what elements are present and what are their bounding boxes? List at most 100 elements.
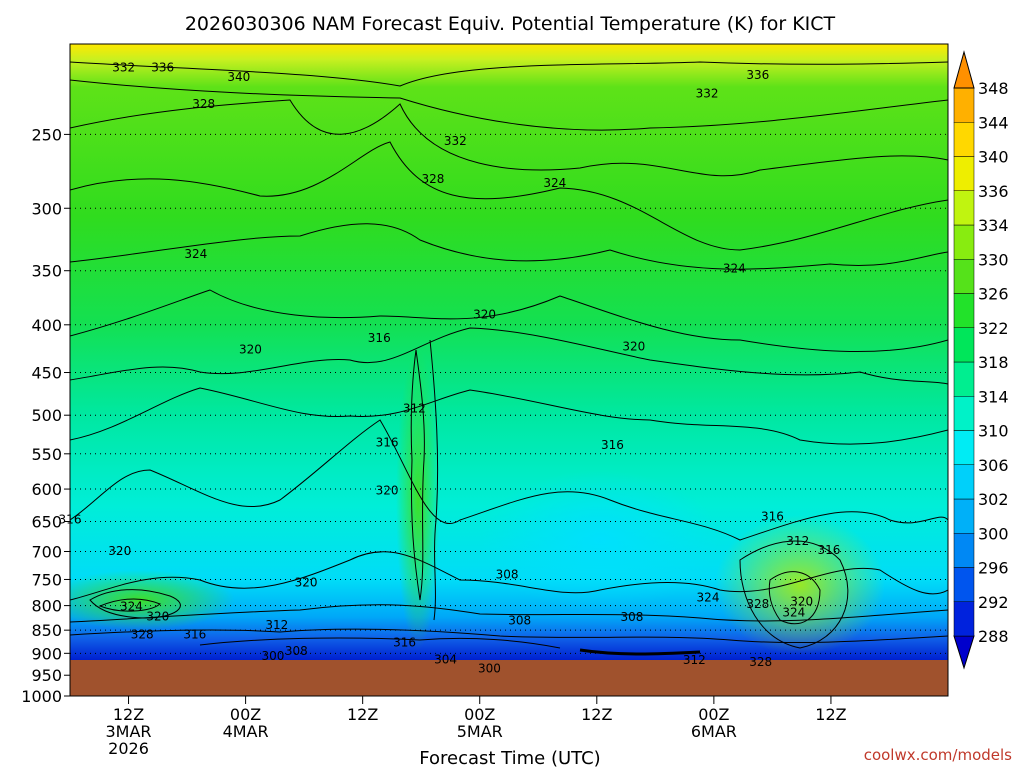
y-tick-label: 350 xyxy=(31,262,62,281)
contour-label: 316 xyxy=(393,635,416,649)
contour-label: 308 xyxy=(285,644,308,658)
contour-label: 324 xyxy=(184,247,207,261)
site-credit: coolwx.com/models xyxy=(864,746,1012,764)
contour-label: 336 xyxy=(151,61,174,75)
contour-label: 324 xyxy=(782,606,805,620)
y-tick-label: 500 xyxy=(31,406,62,425)
contour-label: 324 xyxy=(723,261,746,275)
y-tick-label: 300 xyxy=(31,199,62,218)
contour-label: 320 xyxy=(146,610,169,624)
y-tick-label: 550 xyxy=(31,445,62,464)
plot-frame xyxy=(69,43,949,697)
colorbar-level-label: 330 xyxy=(978,250,1009,269)
x-tick-label: 00Z xyxy=(230,705,261,724)
colorbar-level-label: 300 xyxy=(978,524,1009,543)
x-tick-label: 5MAR xyxy=(457,722,503,741)
contour-label: 304 xyxy=(434,653,457,667)
colorbar-level-label: 340 xyxy=(978,148,1009,167)
contour-label: 300 xyxy=(261,649,284,663)
y-tick-label: 1000 xyxy=(21,687,62,706)
colorbar-swatch xyxy=(953,259,975,294)
contour-label: 316 xyxy=(818,543,841,557)
x-tick-label: 6MAR xyxy=(691,722,737,741)
y-tick-label: 800 xyxy=(31,597,62,616)
contour-label: 328 xyxy=(749,655,772,669)
colorbar-swatch xyxy=(953,190,975,226)
dry-pocket-5mar xyxy=(480,470,720,610)
contour-label: 324 xyxy=(543,176,566,190)
y-tick-label: 750 xyxy=(31,570,62,589)
contour-label: 324 xyxy=(120,600,143,614)
colorbar-swatch xyxy=(953,396,975,431)
y-tick-label: 700 xyxy=(31,543,62,562)
colorbar-level-label: 336 xyxy=(978,182,1009,201)
colorbar-min-arrow xyxy=(953,635,975,670)
colorbar-level-label: 306 xyxy=(978,456,1009,475)
plot-area xyxy=(70,44,948,660)
colorbar-level-label: 314 xyxy=(978,387,1009,406)
y-tick-label: 900 xyxy=(31,644,62,663)
colorbar-swatch xyxy=(953,224,975,260)
contour-label: 320 xyxy=(473,308,496,322)
contour-label: 312 xyxy=(786,534,809,548)
x-tick-label: 12Z xyxy=(347,705,378,724)
colorbar-level-label: 318 xyxy=(978,353,1009,372)
x-tick-label: 12Z xyxy=(815,705,846,724)
y-tick-label: 600 xyxy=(31,480,62,499)
contour-label: 316 xyxy=(376,436,399,450)
y-tick-label: 650 xyxy=(31,512,62,531)
x-tick-label: 00Z xyxy=(464,705,495,724)
contour-label: 320 xyxy=(295,576,318,590)
y-tick-label: 250 xyxy=(31,125,62,144)
contour-label: 308 xyxy=(496,568,519,582)
x-tick-label: 3MAR xyxy=(106,722,152,741)
colorbar-level-label: 334 xyxy=(978,216,1009,235)
contour-label: 320 xyxy=(108,544,131,558)
colorbar-level-label: 296 xyxy=(978,559,1009,578)
contour-label: 316 xyxy=(59,513,82,527)
x-tick-label: 00Z xyxy=(698,705,729,724)
contour-label: 312 xyxy=(265,618,288,632)
contour-label: 316 xyxy=(761,509,784,523)
contour-label: 308 xyxy=(620,610,643,624)
contour-label: 332 xyxy=(696,87,719,101)
contour-label: 312 xyxy=(683,653,706,667)
colorbar-level-label: 288 xyxy=(978,627,1009,646)
colorbar-level-label: 322 xyxy=(978,319,1009,338)
colorbar-swatch xyxy=(953,122,975,157)
colorbar-max-arrow xyxy=(953,50,975,89)
contour-label: 320 xyxy=(239,342,262,356)
contour-label: 332 xyxy=(112,61,135,75)
contour-label: 300 xyxy=(478,661,501,675)
colorbar-swatch xyxy=(953,361,975,397)
colorbar-swatch xyxy=(953,601,975,637)
colorbar-swatch xyxy=(953,567,975,602)
x-tick-label: 12Z xyxy=(581,705,612,724)
colorbar-level-label: 302 xyxy=(978,490,1009,509)
contour-label: 328 xyxy=(421,172,444,186)
colorbar-level-label: 326 xyxy=(978,285,1009,304)
colorbar-level-label: 344 xyxy=(978,113,1009,132)
colorbar-swatch xyxy=(953,533,975,568)
contour-label: 340 xyxy=(227,70,250,84)
colorbar-level-label: 348 xyxy=(978,79,1009,98)
y-tick-label: 950 xyxy=(31,666,62,685)
x-axis-label: Forecast Time (UTC) xyxy=(419,748,600,768)
contour-label: 332 xyxy=(444,134,467,148)
colorbar-swatch xyxy=(953,430,975,465)
colorbar-level-label: 310 xyxy=(978,422,1009,441)
y-axis: 250 300 350 400 450 500 550 600 650 700 750 800 850 9… xyxy=(21,125,70,706)
ground-surface xyxy=(70,660,948,696)
colorbar-swatch xyxy=(953,498,975,534)
warm-core-20z xyxy=(396,350,440,650)
contour-label: 336 xyxy=(746,68,769,82)
colorbar-swatch xyxy=(953,293,975,328)
chart-title: 2026030306 NAM Forecast Equiv. Potential… xyxy=(185,13,836,35)
y-tick-label: 850 xyxy=(31,621,62,640)
contour-label: 316 xyxy=(368,331,391,345)
contour-label: 320 xyxy=(622,339,645,353)
contour-label: 328 xyxy=(192,97,215,111)
